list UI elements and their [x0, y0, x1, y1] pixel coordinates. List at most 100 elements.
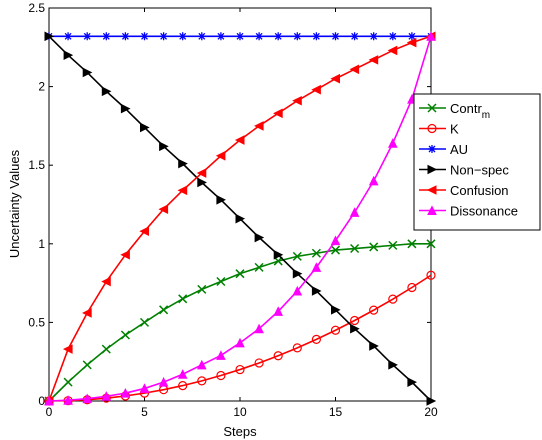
series-dissonance [44, 31, 436, 406]
data-point-k [407, 282, 417, 293]
data-point-confusion [177, 185, 188, 196]
data-point-confusion [215, 150, 226, 161]
legend-label-text: Confusion [450, 183, 509, 198]
axes [48, 7, 432, 402]
legend-marker [427, 164, 438, 175]
data-point-confusion [62, 344, 73, 354]
data-point-confusion [120, 249, 130, 260]
data-point-contr [311, 248, 321, 258]
legend-marker [426, 185, 437, 195]
y-tick-label: 1.5 [28, 158, 45, 172]
data-point-non-spec [254, 232, 265, 243]
y-tick-label: 1 [38, 237, 45, 251]
data-point-dissonance [254, 323, 264, 334]
data-point-dissonance [216, 350, 226, 360]
data-point-k [197, 376, 207, 386]
data-point-k [388, 294, 398, 304]
data-point-non-spec [369, 341, 379, 351]
x-axis-label: Steps [223, 424, 257, 439]
data-point-dissonance [368, 175, 379, 186]
legend-item-au: AU [419, 142, 468, 157]
y-tick-label: 2.5 [28, 1, 45, 15]
data-point-confusion [292, 95, 302, 106]
data-point-k [254, 358, 264, 368]
data-point-confusion [368, 55, 379, 65]
data-point-non-spec [178, 158, 188, 169]
data-point-au [274, 32, 283, 41]
data-point-contr [330, 245, 341, 255]
data-point-dissonance [292, 285, 303, 296]
data-point-non-spec [63, 50, 74, 60]
x-tick-label: 20 [424, 405, 438, 419]
legend-label-text: Dissonance [450, 204, 518, 219]
data-point-au [293, 32, 302, 41]
data-point-non-spec [140, 122, 150, 133]
series-contr [44, 239, 436, 406]
legend-label-subscript: m [482, 110, 490, 121]
data-point-dissonance [120, 388, 131, 398]
data-point-confusion [158, 204, 169, 215]
legend-marker [428, 145, 436, 153]
legend-box [413, 93, 541, 231]
data-point-confusion [330, 73, 340, 84]
data-point-confusion [311, 84, 321, 95]
legend-label: Dissonance [450, 204, 518, 219]
data-point-non-spec [120, 103, 131, 114]
data-point-au [64, 32, 73, 41]
data-point-dissonance [177, 369, 188, 379]
data-point-confusion [139, 226, 149, 237]
legend-label: Contrm [450, 101, 490, 121]
data-point-k [426, 270, 436, 280]
ticks: 0 5 10 15 20 0 0.5 1 1.5 2 2.5 [28, 1, 438, 419]
data-point-non-spec [311, 286, 322, 296]
x-tick-label: 10 [233, 405, 247, 419]
data-point-contr [254, 262, 264, 272]
legend-label: Confusion [450, 183, 509, 198]
data-point-dissonance [101, 391, 112, 401]
data-point-au [140, 32, 149, 41]
data-point-dissonance [44, 395, 54, 406]
legend-item-non-spec: Non−spec [419, 163, 509, 178]
legend-item-confusion: Confusion [419, 183, 509, 198]
data-point-non-spec [388, 360, 398, 370]
data-point-k [292, 343, 302, 353]
data-point-contr [120, 330, 130, 340]
legend-label-text: Non−spec [450, 163, 509, 178]
data-point-contr [292, 251, 302, 261]
data-point-dissonance [330, 235, 341, 246]
data-point-dissonance [311, 262, 322, 272]
data-point-contr [426, 239, 436, 249]
data-point-au [312, 32, 321, 41]
data-point-contr [216, 276, 226, 287]
data-point-dissonance [349, 207, 360, 217]
data-point-au [216, 32, 225, 41]
data-point-non-spec [350, 323, 360, 334]
legend-label: Non−spec [450, 163, 509, 178]
data-point-confusion [387, 45, 398, 56]
data-point-au [121, 32, 130, 41]
data-point-au [255, 32, 264, 41]
data-point-confusion [234, 135, 245, 145]
data-point-contr [407, 239, 417, 249]
data-point-k [350, 315, 360, 326]
data-point-dissonance [426, 31, 436, 41]
data-point-non-spec [101, 86, 112, 97]
legend-label-text: AU [450, 142, 468, 157]
data-point-confusion [101, 276, 111, 287]
legend-item-dissonance: Dissonance [419, 204, 518, 219]
data-point-dissonance [82, 393, 93, 404]
data-point-k [178, 380, 188, 391]
data-point-confusion [82, 308, 92, 318]
data-point-k [369, 305, 379, 315]
legend-label-text: Contr [450, 101, 482, 116]
data-point-contr [369, 242, 379, 252]
data-point-k [216, 370, 226, 381]
data-point-dissonance [196, 359, 207, 370]
x-tick-label: 5 [141, 405, 148, 419]
legend-marker [427, 123, 437, 134]
data-point-confusion [273, 108, 283, 119]
series-non-spec [44, 31, 437, 406]
series-confusion [43, 31, 436, 406]
data-point-non-spec [273, 249, 284, 260]
